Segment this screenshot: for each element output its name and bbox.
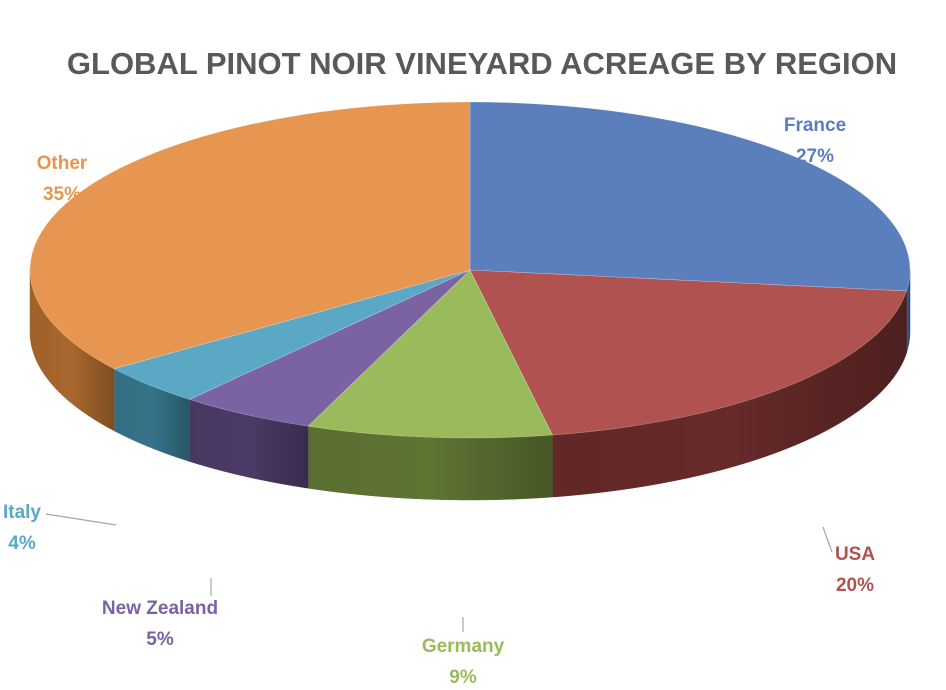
label-other: Other bbox=[37, 153, 88, 174]
pie-tops bbox=[29, 101, 911, 439]
label-germany: Germany bbox=[422, 636, 505, 657]
value-new-zealand: 5% bbox=[146, 629, 174, 650]
side-shade-germany bbox=[308, 426, 553, 500]
label-usa: USA bbox=[835, 544, 875, 565]
pie-sides bbox=[29, 269, 911, 501]
slice-germany bbox=[307, 269, 553, 439]
chart-title: GLOBAL PINOT NOIR VINEYARD ACREAGE BY RE… bbox=[67, 46, 897, 81]
slice-italy bbox=[113, 269, 471, 400]
label-new-zealand: New Zealand bbox=[102, 598, 218, 619]
side-shade-other bbox=[30, 270, 115, 431]
leader-italy bbox=[45, 513, 117, 526]
slice-labels: France 27% USA 20% Germany 9% New Zealand 5% Ita… bbox=[3, 115, 875, 688]
leader-lines bbox=[45, 513, 833, 632]
slice-other bbox=[29, 101, 471, 370]
side-shade-france bbox=[906, 270, 910, 354]
label-italy: Italy bbox=[3, 502, 41, 523]
slice-usa bbox=[469, 269, 907, 436]
value-germany: 9% bbox=[449, 667, 477, 688]
slice-france bbox=[469, 101, 911, 292]
value-france: 27% bbox=[796, 146, 834, 167]
value-other: 35% bbox=[43, 184, 81, 205]
slice-new-zealand bbox=[188, 269, 471, 427]
value-italy: 4% bbox=[8, 533, 36, 554]
side-shade-new-zealand bbox=[189, 399, 309, 489]
label-france: France bbox=[784, 115, 846, 136]
value-usa: 20% bbox=[836, 575, 874, 596]
side-shade-italy bbox=[114, 368, 190, 462]
leader-usa bbox=[822, 526, 833, 553]
side-shade-usa bbox=[552, 291, 907, 498]
